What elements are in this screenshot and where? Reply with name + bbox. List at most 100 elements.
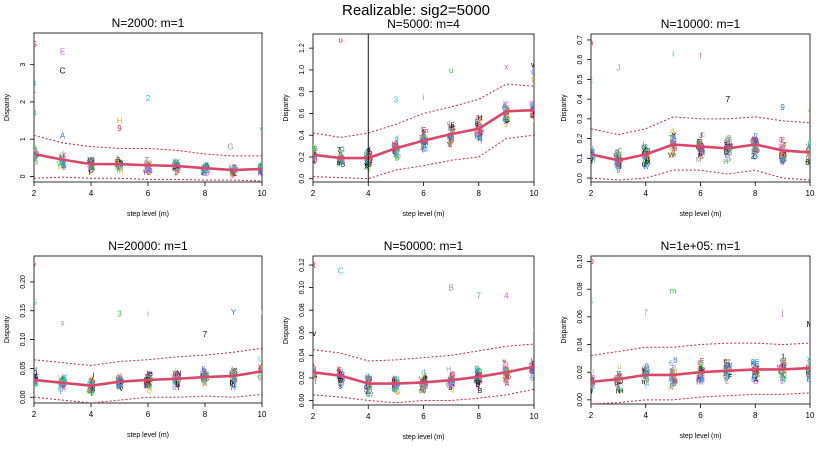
scatter-symbol: 4	[116, 373, 120, 380]
scatter-symbol: h	[451, 374, 455, 381]
lower-band-line	[313, 388, 534, 404]
scatter-symbol: 9	[724, 371, 728, 378]
scatter-symbol: d	[146, 375, 150, 382]
scatter-symbol: h	[62, 386, 66, 393]
scatter-symbol: p	[782, 360, 786, 367]
scatter-symbol: 6	[393, 387, 397, 394]
scatter-symbol: e	[62, 165, 66, 172]
scatter-symbol: n	[724, 376, 728, 383]
scatter-symbol: W	[780, 157, 787, 164]
scatter-symbol: i	[727, 148, 729, 155]
scatter-symbol: f	[504, 112, 506, 119]
scatter-symbol: B	[645, 363, 650, 370]
mean-line	[34, 152, 262, 172]
scatter-symbol: C	[87, 386, 92, 393]
scatter-symbol: C	[643, 146, 648, 153]
scatter-symbol: p	[202, 167, 206, 174]
scatter-symbol: R	[700, 367, 705, 374]
scatter-symbol: l	[699, 374, 701, 381]
scatter-symbol: b	[588, 155, 592, 162]
scatter-symbol: d	[60, 157, 64, 164]
scatter-symbol: h	[447, 380, 451, 387]
scatter-symbol: 6	[365, 159, 369, 166]
scatter-symbol: a	[424, 140, 428, 147]
scatter-symbol: G	[450, 374, 455, 381]
scatter-symbol: r	[783, 364, 786, 371]
scatter-symbol: e	[395, 387, 399, 394]
scatter-symbol: e	[448, 133, 452, 140]
scatter-symbol: C	[806, 372, 811, 379]
scatter-symbol: 5	[89, 165, 93, 172]
scatter-symbol: N	[806, 367, 811, 374]
scatter-symbol: C	[504, 116, 509, 123]
scatter-symbol: F	[88, 389, 92, 396]
scatter-symbol: F	[588, 143, 592, 150]
scatter-symbol: E	[204, 167, 209, 174]
labeled-point: t	[261, 308, 264, 317]
scatter-symbol: S	[200, 168, 205, 175]
scatter-symbol: 7	[701, 372, 705, 379]
scatter-symbol: m	[809, 153, 815, 160]
scatter-symbol: G	[753, 379, 758, 386]
scatter-symbol: H	[723, 159, 728, 166]
scatter-symbol: z	[447, 379, 451, 386]
scatter-symbol: h	[724, 146, 728, 153]
scatter-symbol: t	[810, 142, 812, 149]
scatter-symbol: b	[530, 112, 534, 119]
scatter-symbol: S	[261, 374, 266, 381]
scatter-symbol: q	[338, 375, 342, 382]
scatter-symbol: D	[779, 153, 784, 160]
scatter-symbol: j	[231, 164, 234, 171]
scatter-symbol: o	[262, 168, 266, 175]
scatter-symbol: F	[174, 380, 178, 387]
scatter-symbol: 7	[394, 140, 398, 147]
scatter-symbol: 8	[447, 379, 451, 386]
scatter-symbol: W	[57, 161, 64, 168]
scatter-symbol: t	[535, 361, 537, 368]
scatter-symbol: U	[781, 363, 786, 370]
x-tick-label: 8	[203, 189, 208, 198]
scatter-symbol: t	[475, 371, 477, 378]
scatter-symbol: 7	[338, 160, 342, 167]
scatter-symbol: b	[449, 381, 453, 388]
scatter-symbol: h	[503, 105, 507, 112]
scatter-symbol: 6	[700, 149, 704, 156]
scatter-symbol: l	[784, 156, 786, 163]
y-tick-label: 0.2	[577, 134, 584, 144]
scatter-symbol: R	[670, 368, 675, 375]
scatter-symbol: P	[115, 381, 120, 388]
scatter-symbol: M	[423, 140, 429, 147]
y-tick-label: 0.0	[577, 173, 584, 183]
scatter-symbol: b	[31, 374, 35, 381]
scatter-symbol: Z	[144, 157, 149, 164]
scatter-symbol: o	[341, 377, 345, 384]
y-tick-label: 1.0	[299, 65, 306, 75]
scatter-symbol: 3	[394, 146, 398, 153]
scatter-symbol: z	[506, 377, 510, 384]
labeled-point: D	[588, 258, 594, 267]
scatter-symbol: x	[782, 152, 786, 159]
scatter-symbol: 2	[339, 157, 343, 164]
scatter-symbol: V	[419, 376, 424, 383]
scatter-symbol: w	[668, 385, 675, 392]
labeled-point: C	[60, 66, 66, 75]
scatter-symbol: Z	[590, 148, 595, 155]
scatter-symbol: o	[478, 116, 482, 123]
scatter-symbol: 4	[646, 366, 650, 373]
scatter-symbol: S	[393, 376, 398, 383]
scatter-symbol: L	[368, 378, 372, 385]
scatter-symbol: U	[144, 380, 149, 387]
scatter-symbol: P	[810, 365, 815, 372]
y-tick-label: 0.15	[20, 304, 27, 318]
x-tick-label: 8	[753, 189, 758, 198]
scatter-symbol: G	[32, 148, 37, 155]
scatter-symbol: O	[257, 164, 263, 171]
scatter-symbol: N	[395, 377, 400, 384]
scatter-symbol: a	[89, 159, 93, 166]
scatter-symbol: z	[201, 376, 205, 383]
scatter-symbol: d	[447, 121, 451, 128]
scatter-symbol: P	[474, 368, 479, 375]
scatter-symbol: k	[616, 158, 620, 165]
scatter-symbol: i	[312, 362, 314, 369]
y-tick-label: 0.05	[20, 361, 27, 375]
